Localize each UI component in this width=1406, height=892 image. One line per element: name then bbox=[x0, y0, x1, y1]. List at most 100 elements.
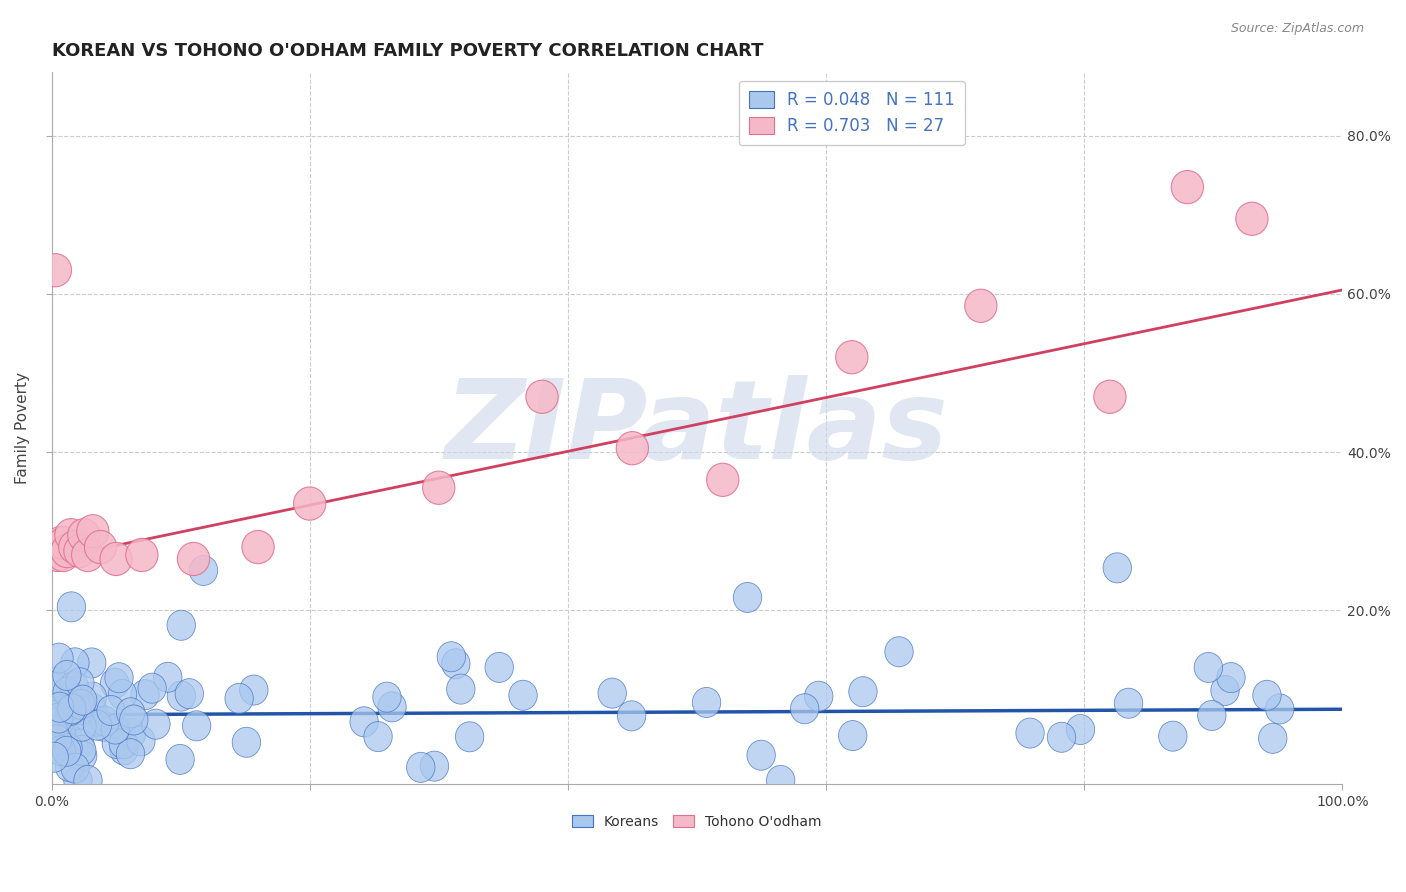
Ellipse shape bbox=[616, 432, 648, 465]
Ellipse shape bbox=[66, 729, 94, 759]
Ellipse shape bbox=[52, 736, 82, 766]
Ellipse shape bbox=[190, 556, 218, 585]
Ellipse shape bbox=[100, 542, 132, 575]
Ellipse shape bbox=[60, 672, 89, 701]
Ellipse shape bbox=[90, 712, 118, 741]
Ellipse shape bbox=[79, 682, 107, 712]
Ellipse shape bbox=[101, 714, 129, 744]
Ellipse shape bbox=[44, 725, 72, 755]
Ellipse shape bbox=[447, 674, 475, 704]
Ellipse shape bbox=[42, 539, 75, 572]
Ellipse shape bbox=[1047, 723, 1076, 752]
Ellipse shape bbox=[117, 698, 145, 728]
Ellipse shape bbox=[45, 703, 73, 733]
Ellipse shape bbox=[420, 751, 449, 781]
Ellipse shape bbox=[39, 253, 72, 287]
Ellipse shape bbox=[67, 690, 96, 719]
Ellipse shape bbox=[41, 719, 69, 749]
Ellipse shape bbox=[41, 667, 69, 698]
Ellipse shape bbox=[67, 518, 100, 552]
Ellipse shape bbox=[110, 735, 138, 765]
Ellipse shape bbox=[1171, 170, 1204, 203]
Ellipse shape bbox=[598, 678, 627, 708]
Ellipse shape bbox=[62, 692, 91, 722]
Ellipse shape bbox=[183, 711, 211, 741]
Ellipse shape bbox=[56, 694, 84, 724]
Ellipse shape bbox=[46, 736, 76, 765]
Ellipse shape bbox=[77, 515, 110, 548]
Ellipse shape bbox=[239, 675, 269, 705]
Ellipse shape bbox=[53, 677, 82, 707]
Ellipse shape bbox=[55, 723, 83, 754]
Ellipse shape bbox=[55, 752, 83, 781]
Ellipse shape bbox=[45, 692, 73, 723]
Ellipse shape bbox=[55, 518, 87, 552]
Ellipse shape bbox=[108, 680, 136, 709]
Ellipse shape bbox=[707, 463, 738, 497]
Ellipse shape bbox=[103, 729, 131, 758]
Ellipse shape bbox=[53, 733, 82, 764]
Ellipse shape bbox=[125, 539, 157, 572]
Ellipse shape bbox=[58, 694, 86, 723]
Ellipse shape bbox=[84, 531, 117, 564]
Ellipse shape bbox=[120, 705, 148, 735]
Ellipse shape bbox=[110, 729, 138, 759]
Ellipse shape bbox=[294, 487, 326, 520]
Ellipse shape bbox=[838, 721, 868, 750]
Ellipse shape bbox=[45, 707, 73, 738]
Ellipse shape bbox=[105, 663, 134, 693]
Ellipse shape bbox=[138, 673, 166, 703]
Ellipse shape bbox=[66, 667, 94, 698]
Ellipse shape bbox=[884, 637, 914, 666]
Ellipse shape bbox=[1115, 689, 1143, 718]
Ellipse shape bbox=[48, 720, 76, 749]
Ellipse shape bbox=[91, 706, 120, 737]
Ellipse shape bbox=[1017, 718, 1045, 748]
Ellipse shape bbox=[849, 677, 877, 706]
Ellipse shape bbox=[79, 693, 107, 723]
Ellipse shape bbox=[1265, 694, 1294, 724]
Ellipse shape bbox=[48, 526, 80, 560]
Ellipse shape bbox=[83, 706, 111, 736]
Ellipse shape bbox=[1216, 663, 1246, 692]
Ellipse shape bbox=[509, 681, 537, 710]
Ellipse shape bbox=[526, 380, 558, 413]
Ellipse shape bbox=[39, 716, 67, 747]
Ellipse shape bbox=[73, 765, 103, 796]
Ellipse shape bbox=[60, 753, 90, 783]
Ellipse shape bbox=[1253, 681, 1281, 710]
Ellipse shape bbox=[131, 680, 159, 710]
Y-axis label: Family Poverty: Family Poverty bbox=[15, 373, 30, 484]
Ellipse shape bbox=[52, 687, 80, 716]
Ellipse shape bbox=[117, 739, 145, 769]
Ellipse shape bbox=[1194, 652, 1223, 682]
Ellipse shape bbox=[1104, 553, 1132, 582]
Ellipse shape bbox=[373, 682, 401, 712]
Ellipse shape bbox=[69, 685, 97, 715]
Ellipse shape bbox=[225, 683, 253, 714]
Ellipse shape bbox=[97, 696, 125, 725]
Legend: Koreans, Tohono O'odham: Koreans, Tohono O'odham bbox=[567, 809, 827, 834]
Ellipse shape bbox=[177, 542, 209, 575]
Ellipse shape bbox=[72, 539, 104, 572]
Ellipse shape bbox=[118, 719, 146, 748]
Ellipse shape bbox=[45, 526, 77, 560]
Ellipse shape bbox=[39, 742, 69, 772]
Ellipse shape bbox=[166, 745, 194, 774]
Ellipse shape bbox=[63, 534, 96, 567]
Ellipse shape bbox=[766, 765, 794, 796]
Ellipse shape bbox=[69, 740, 97, 771]
Text: KOREAN VS TOHONO O'ODHAM FAMILY POVERTY CORRELATION CHART: KOREAN VS TOHONO O'ODHAM FAMILY POVERTY … bbox=[52, 42, 763, 60]
Ellipse shape bbox=[167, 610, 195, 640]
Ellipse shape bbox=[59, 531, 91, 564]
Ellipse shape bbox=[77, 648, 105, 678]
Ellipse shape bbox=[83, 710, 111, 740]
Ellipse shape bbox=[51, 534, 83, 567]
Ellipse shape bbox=[790, 694, 818, 723]
Ellipse shape bbox=[100, 668, 129, 698]
Ellipse shape bbox=[67, 735, 96, 765]
Ellipse shape bbox=[66, 695, 96, 725]
Ellipse shape bbox=[1066, 714, 1095, 745]
Ellipse shape bbox=[55, 696, 84, 726]
Ellipse shape bbox=[423, 471, 456, 504]
